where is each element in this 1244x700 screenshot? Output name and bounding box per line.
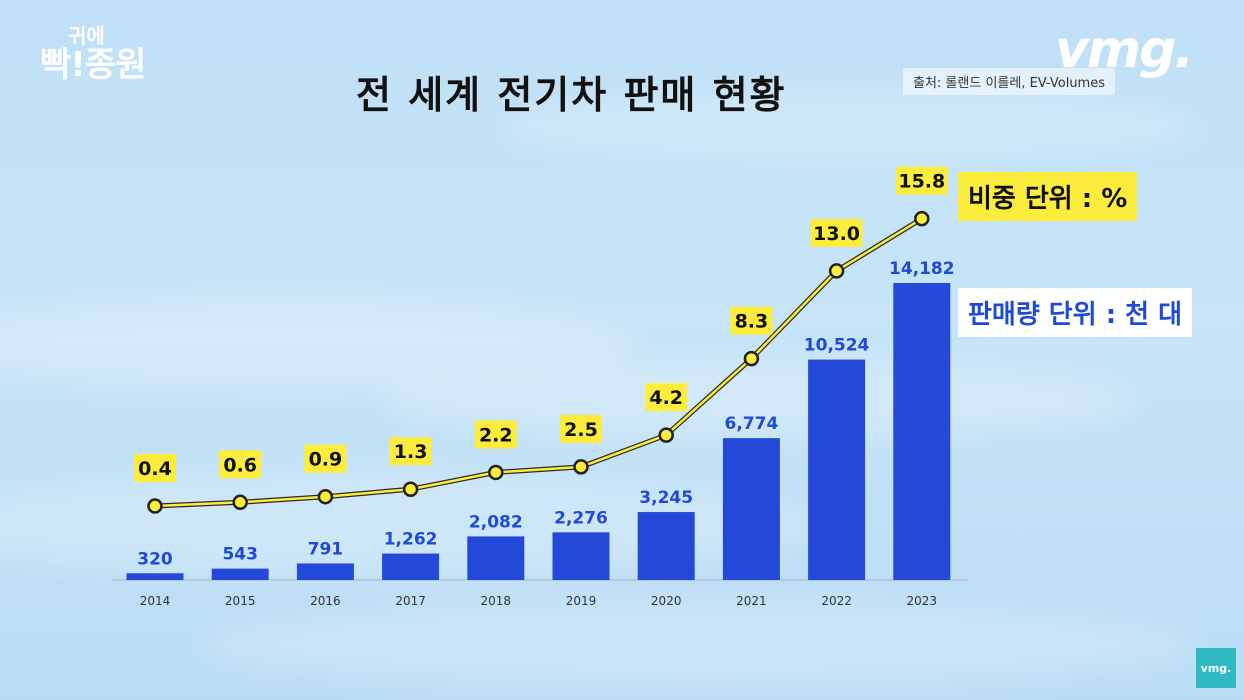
share-label-box-2014 — [134, 454, 176, 483]
sales-bar-2020 — [637, 512, 695, 580]
share-label-box-2016 — [304, 444, 347, 473]
share-value-label-2014: 0.4 — [138, 458, 172, 480]
year-tick-label-2017: 2017 — [395, 594, 426, 608]
share-label-box-2020 — [645, 383, 688, 412]
share-value-label-2020: 4.2 — [649, 387, 683, 409]
share-point-2018 — [488, 464, 504, 481]
share-value-label-2018: 2.2 — [479, 424, 513, 446]
sales-value-label-2020: 3,245 — [639, 488, 693, 508]
year-tick-label-2019: 2019 — [566, 594, 597, 608]
sales-value-label-2017: 1,262 — [384, 530, 438, 550]
share-point-2019 — [573, 459, 589, 475]
share-point-2020 — [658, 427, 674, 443]
share-point-2014 — [147, 498, 163, 514]
share-point-2022 — [828, 263, 845, 279]
year-tick-label-2023: 2023 — [907, 594, 938, 608]
share-line — [154, 217, 923, 508]
share-line-outline — [154, 216, 924, 509]
brand-logo-line1: 귀에 — [68, 24, 105, 48]
sales-bar-2014 — [126, 573, 184, 580]
sales-bar-2018 — [467, 536, 525, 580]
sales-value-label-2023: 14,182 — [889, 259, 955, 279]
sales-value-label-2018: 2,082 — [469, 512, 523, 532]
share-label-box-2017 — [389, 437, 432, 466]
share-point-2023 — [914, 210, 930, 227]
share-point-2021 — [743, 350, 760, 367]
share-value-label-2021: 8.3 — [735, 311, 769, 333]
corner-brand-badge: vmg. — [1196, 648, 1236, 688]
year-tick-label-2021: 2021 — [736, 594, 767, 608]
sales-bar-2021 — [722, 438, 780, 580]
chart-title: 전 세계 전기차 판매 현황 — [356, 73, 787, 117]
share-value-label-2019: 2.5 — [564, 419, 598, 441]
chart-source: 출처: 롤랜드 이를레, EV-Volumes — [903, 68, 1115, 95]
sales-bar-2017 — [382, 553, 440, 580]
year-tick-label-2020: 2020 — [651, 594, 682, 608]
year-tick-label-2015: 2015 — [225, 594, 256, 608]
share-label-box-2021 — [730, 306, 773, 335]
share-point-2017 — [402, 481, 419, 497]
sales-bar-2022 — [808, 359, 866, 580]
share-value-label-2016: 0.9 — [309, 449, 343, 471]
share-point-2015 — [232, 494, 248, 511]
share-label-box-2019 — [560, 414, 602, 443]
share-value-label-2015: 0.6 — [223, 454, 257, 476]
sales-value-label-2016: 791 — [308, 539, 344, 559]
share-value-label-2022: 13.0 — [813, 223, 860, 245]
sales-value-label-2015: 543 — [222, 545, 258, 565]
year-tick-label-2016: 2016 — [310, 594, 341, 608]
share-point-2016 — [317, 488, 334, 505]
sales-value-label-2019: 2,276 — [554, 508, 608, 528]
brand-logo-left: 귀에 빡!종원 — [40, 26, 180, 82]
share-unit-label: 비중 단위 : % — [958, 172, 1138, 221]
sales-value-label-2021: 6,774 — [725, 414, 779, 434]
share-label-box-2022 — [810, 218, 863, 247]
sales-bar-2016 — [296, 563, 354, 580]
sales-bar-2023 — [893, 283, 951, 580]
sales-value-label-2014: 320 — [137, 549, 173, 569]
sales-bar-2015 — [211, 568, 269, 580]
share-value-label-2023: 15.8 — [898, 171, 945, 193]
sales-bar-2019 — [552, 532, 610, 580]
brand-logo-line2: 빡!종원 — [40, 45, 146, 85]
sales-value-label-2022: 10,524 — [804, 336, 870, 356]
share-label-box-2018 — [474, 420, 517, 449]
year-tick-label-2014: 2014 — [140, 594, 171, 608]
year-tick-label-2018: 2018 — [481, 594, 512, 608]
share-label-box-2015 — [219, 450, 262, 479]
share-label-box-2023 — [895, 166, 948, 195]
year-tick-label-2022: 2022 — [821, 594, 852, 608]
sales-unit-label: 판매량 단위 : 천 대 — [958, 288, 1193, 337]
share-value-label-2017: 1.3 — [394, 441, 428, 463]
